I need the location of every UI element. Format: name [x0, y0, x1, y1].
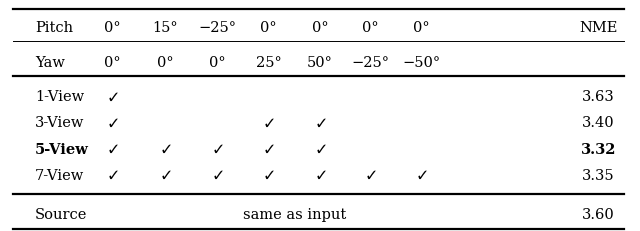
Text: 0°: 0°: [104, 21, 120, 35]
Text: 0°: 0°: [209, 55, 226, 69]
Text: same as input: same as input: [243, 207, 346, 221]
Text: −50°: −50°: [402, 55, 440, 69]
Text: $\checkmark$: $\checkmark$: [262, 142, 275, 156]
Text: 50°: 50°: [307, 55, 333, 69]
Text: 3.63: 3.63: [582, 90, 615, 104]
Text: Yaw: Yaw: [35, 55, 65, 69]
Text: 25°: 25°: [256, 55, 282, 69]
Text: $\checkmark$: $\checkmark$: [211, 142, 224, 156]
Text: $\checkmark$: $\checkmark$: [106, 90, 118, 104]
Text: 3-View: 3-View: [35, 116, 84, 130]
Text: 7-View: 7-View: [35, 168, 84, 182]
Text: 0°: 0°: [362, 21, 378, 35]
Text: 5-View: 5-View: [35, 142, 89, 156]
Text: $\checkmark$: $\checkmark$: [314, 142, 326, 156]
Text: 15°: 15°: [152, 21, 178, 35]
Text: 3.35: 3.35: [582, 168, 614, 182]
Text: 3.60: 3.60: [582, 207, 615, 221]
Text: NME: NME: [579, 21, 618, 35]
Text: 0°: 0°: [312, 21, 328, 35]
Text: $\checkmark$: $\checkmark$: [106, 116, 118, 130]
Text: 0°: 0°: [104, 55, 120, 69]
Text: $\checkmark$: $\checkmark$: [262, 167, 275, 182]
Text: Pitch: Pitch: [35, 21, 74, 35]
Text: $\checkmark$: $\checkmark$: [314, 167, 326, 182]
Text: $\checkmark$: $\checkmark$: [159, 142, 172, 156]
Text: $\checkmark$: $\checkmark$: [211, 167, 224, 182]
Text: −25°: −25°: [351, 55, 389, 69]
Text: 0°: 0°: [413, 21, 429, 35]
Text: Source: Source: [35, 207, 88, 221]
Text: 1-View: 1-View: [35, 90, 84, 104]
Text: $\checkmark$: $\checkmark$: [159, 167, 172, 182]
Text: $\checkmark$: $\checkmark$: [415, 167, 428, 182]
Text: −25°: −25°: [198, 21, 237, 35]
Text: 0°: 0°: [260, 21, 277, 35]
Text: $\checkmark$: $\checkmark$: [106, 142, 118, 156]
Text: $\checkmark$: $\checkmark$: [314, 116, 326, 130]
Text: 3.40: 3.40: [582, 116, 614, 130]
Text: $\checkmark$: $\checkmark$: [106, 167, 118, 182]
Text: $\checkmark$: $\checkmark$: [364, 167, 376, 182]
Text: $\checkmark$: $\checkmark$: [262, 116, 275, 130]
Text: 0°: 0°: [157, 55, 173, 69]
Text: 3.32: 3.32: [580, 142, 616, 156]
